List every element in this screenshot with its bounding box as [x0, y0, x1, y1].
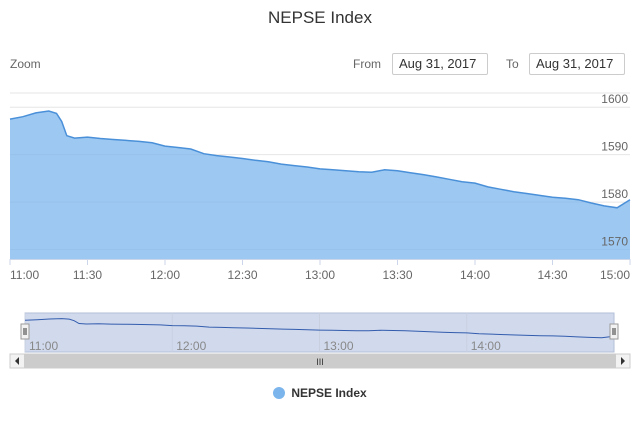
to-label: To	[506, 57, 519, 71]
navigator-tick-label: 14:00	[471, 339, 501, 353]
chart-svg: 1570 1580 1590 1600 11:00 11:30 12:00 12:30 13:…	[9, 92, 631, 369]
from-label: From	[353, 57, 381, 71]
navigator-left-handle[interactable]	[20, 323, 30, 340]
y-tick-label: 1580	[601, 187, 628, 201]
navigator-tick-label: 13:00	[324, 339, 354, 353]
navigator-right-handle[interactable]	[609, 323, 619, 340]
navigator[interactable]: 11:00 12:00 13:00 14:00 III	[9, 312, 631, 369]
to-date-input[interactable]: Aug 31, 2017	[529, 53, 625, 75]
x-tick-label: 11:00	[10, 268, 39, 282]
navigator-tick-label: 12:00	[176, 339, 206, 353]
legend[interactable]: NEPSE Index	[0, 386, 640, 400]
scroll-left-arrow-icon	[15, 357, 19, 365]
y-tick-label: 1590	[601, 140, 628, 154]
zoom-label: Zoom	[10, 57, 41, 71]
legend-label: NEPSE Index	[291, 386, 367, 400]
handle-body	[609, 323, 619, 340]
x-tick-label: 13:30	[382, 268, 412, 282]
x-tick-label: 11:30	[73, 268, 102, 282]
navigator-series-line	[24, 318, 615, 339]
x-tick-label: 12:30	[227, 268, 257, 282]
x-tick-label: 13:00	[305, 268, 335, 282]
scrollbar-thumb	[24, 354, 616, 368]
scrollbar-grip: III	[316, 357, 324, 367]
y-tick-label: 1570	[601, 235, 628, 249]
legend-marker	[273, 387, 286, 399]
series-line	[9, 110, 631, 209]
y-tick-label: 1600	[601, 92, 628, 106]
navigator-tick-label: 11:00	[29, 339, 58, 353]
y-axis-ticks: 1570 1580 1590 1600	[601, 92, 628, 248]
x-tick-label: 14:30	[537, 268, 567, 282]
x-tick-label: 12:00	[150, 268, 180, 282]
series-area	[9, 110, 631, 260]
scroll-right-arrow-icon	[621, 357, 625, 365]
chart-title: NEPSE Index	[268, 8, 372, 27]
x-tick-label: 14:00	[460, 268, 490, 282]
x-axis-ticks: 11:00 11:30 12:00 12:30 13:00 13:30 14:00 14:30…	[9, 259, 631, 282]
handle-body	[20, 323, 30, 340]
area-fill	[10, 111, 630, 259]
scrollbar[interactable]: III	[9, 353, 631, 369]
x-tick-label: 15:00	[600, 268, 630, 282]
from-date-input[interactable]: Aug 31, 2017	[392, 53, 488, 75]
